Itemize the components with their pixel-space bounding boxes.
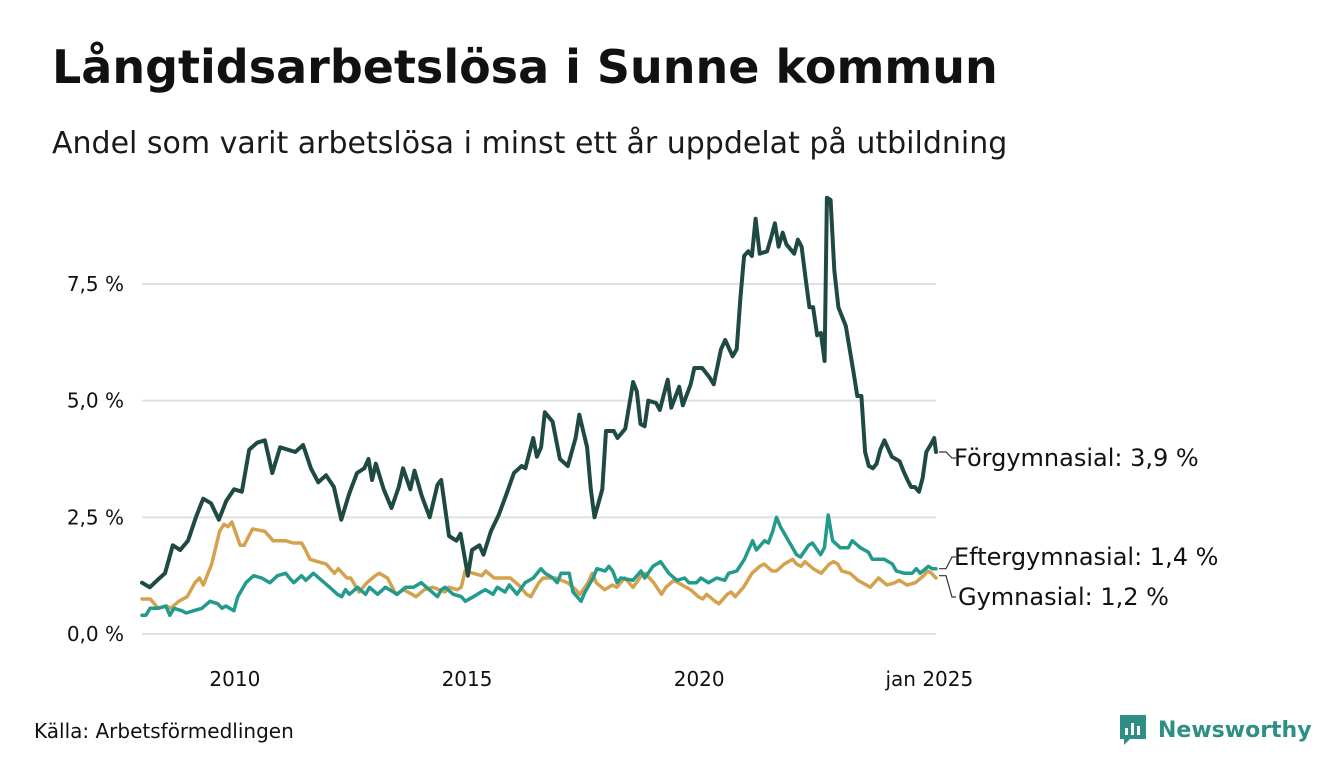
label-leader-line [939, 556, 956, 570]
y-tick-label: 5,0 % [67, 389, 124, 413]
series-line-eftergymnasial [140, 513, 938, 618]
x-tick-label: 2015 [442, 667, 493, 691]
series-line-förgymnasial [140, 195, 938, 590]
chart-bubble-icon [1120, 715, 1146, 745]
series-end-label: Förgymnasial: 3,9 % [954, 444, 1199, 472]
y-tick-label: 2,5 % [67, 505, 124, 529]
series-end-label: Gymnasial: 1,2 % [958, 583, 1169, 611]
x-tick-label: 2020 [674, 667, 725, 691]
x-tick-label: 2010 [209, 667, 260, 691]
chart-title: Långtidsarbetslösa i Sunne kommun [52, 40, 998, 94]
brand-logo[interactable]: Newsworthy [1118, 713, 1312, 747]
chart-subtitle: Andel som varit arbetslösa i minst ett å… [52, 126, 1008, 161]
y-tick-label: 7,5 % [67, 272, 124, 296]
x-tick-label: jan 2025 [884, 667, 973, 691]
brand-name: Newsworthy [1158, 717, 1312, 743]
label-leader-line [939, 575, 956, 598]
y-tick-label: 0,0 % [67, 622, 124, 646]
series-end-label: Eftergymnasial: 1,4 % [954, 543, 1218, 571]
series-line-gymnasial [140, 520, 938, 611]
label-leader-line [939, 451, 956, 459]
source-note: Källa: Arbetsförmedlingen [34, 719, 294, 743]
